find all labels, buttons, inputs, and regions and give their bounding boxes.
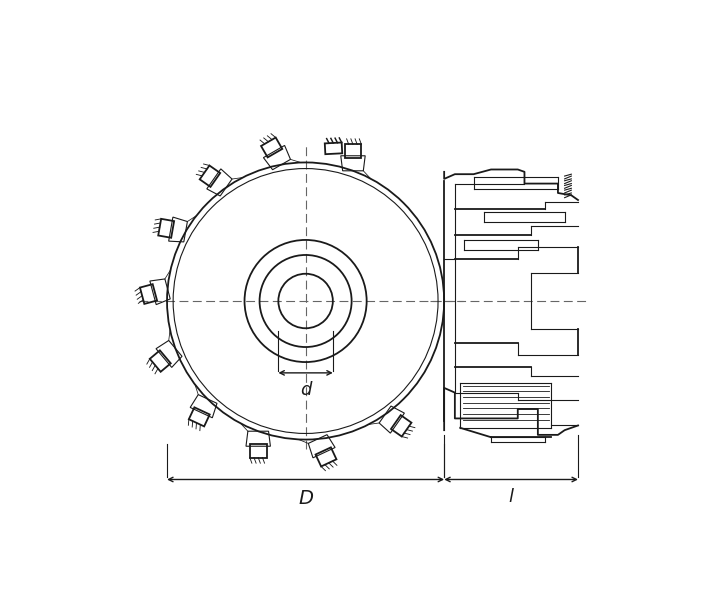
Text: D: D bbox=[298, 489, 313, 508]
Text: l: l bbox=[508, 488, 513, 506]
Text: d: d bbox=[300, 381, 311, 400]
